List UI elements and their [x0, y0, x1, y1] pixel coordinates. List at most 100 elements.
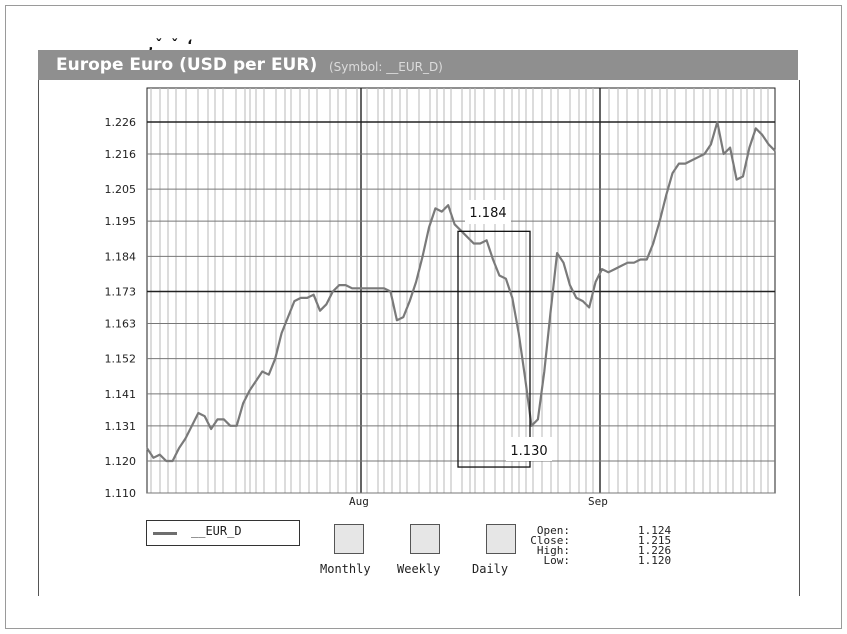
data-point — [415, 281, 417, 283]
high-value: 1.226 — [638, 544, 672, 557]
data-point — [511, 297, 513, 299]
high-annotation-bg — [465, 200, 511, 224]
data-point — [204, 415, 206, 417]
data-point — [191, 425, 193, 427]
close-value: 1.215 — [638, 534, 672, 547]
data-point — [351, 287, 353, 289]
high-annotation-label: 1.184 — [469, 206, 506, 221]
data-point — [646, 258, 648, 261]
y-tick-label: 1.120 — [105, 455, 137, 468]
stats-labels: Open: Close: High: Low: — [516, 524, 571, 567]
data-point — [447, 204, 449, 206]
open-label: Open: — [536, 524, 570, 537]
data-point — [697, 156, 699, 158]
x-tick-label: Sep — [588, 495, 608, 508]
plot-area — [146, 87, 776, 494]
data-point — [543, 370, 545, 373]
low-label: Low: — [543, 554, 571, 567]
legend-series-label: __EUR_D — [191, 524, 242, 538]
data-point — [210, 428, 212, 430]
daily-button[interactable] — [486, 524, 516, 554]
data-point — [671, 172, 674, 174]
data-point — [620, 265, 622, 267]
data-point — [659, 220, 661, 222]
data-point — [422, 255, 424, 257]
data-point — [300, 297, 302, 299]
selection-box — [457, 230, 531, 468]
data-point — [223, 418, 225, 420]
data-point — [248, 390, 251, 392]
data-point — [293, 300, 295, 302]
data-point — [691, 159, 693, 161]
data-point — [261, 370, 263, 373]
chart-title: Europe Euro (USD per EUR) — [56, 55, 318, 75]
y-tick-label: 1.184 — [105, 250, 137, 263]
legend-line-swatch — [153, 532, 177, 535]
data-point — [281, 332, 283, 334]
monthly-button[interactable] — [334, 524, 364, 554]
data-point — [607, 271, 610, 273]
data-point — [588, 306, 590, 309]
data-point — [761, 134, 763, 136]
data-point — [377, 287, 379, 289]
data-point — [723, 153, 725, 155]
stats-values: 1.124 1.215 1.226 1.120 — [638, 525, 672, 567]
y-tick-label: 1.163 — [105, 317, 137, 330]
data-point — [466, 236, 468, 238]
data-point — [524, 377, 526, 379]
data-point — [152, 457, 154, 459]
data-point — [486, 239, 488, 241]
monthly-label: Monthly — [320, 562, 371, 576]
y-tick-label: 1.195 — [105, 215, 137, 228]
data-point — [242, 402, 244, 404]
data-point — [357, 287, 360, 289]
data-point — [639, 258, 642, 261]
data-point — [338, 284, 340, 286]
y-tick-label: 1.131 — [105, 420, 137, 433]
data-point — [665, 195, 667, 197]
data-point — [703, 153, 706, 155]
data-point — [505, 278, 507, 280]
y-tick-label: 1.226 — [105, 116, 137, 129]
data-point — [652, 242, 654, 245]
weekly-button[interactable] — [410, 524, 440, 554]
data-point — [434, 207, 436, 209]
weekly-label: Weekly — [397, 562, 441, 576]
data-point — [313, 294, 315, 296]
data-point — [479, 242, 481, 245]
chart-panel — [38, 80, 800, 596]
data-point — [748, 147, 751, 149]
data-point — [550, 310, 552, 312]
data-point — [473, 242, 475, 245]
data-point — [306, 297, 308, 299]
data-point — [172, 460, 174, 462]
data-point — [755, 127, 757, 129]
y-tick-label: 1.152 — [105, 353, 137, 366]
data-point — [768, 143, 770, 145]
data-point — [530, 425, 533, 427]
data-point — [710, 143, 712, 145]
data-point — [184, 438, 186, 440]
high-label: High: — [536, 544, 570, 557]
data-point — [678, 163, 680, 165]
data-point — [441, 211, 443, 213]
data-point — [370, 287, 372, 289]
y-tick-label: 1.173 — [105, 286, 137, 299]
data-point — [146, 447, 148, 449]
low-annotation-label: 1.130 — [510, 444, 547, 459]
low-value: 1.120 — [638, 554, 672, 567]
close-label: Close: — [530, 534, 570, 547]
data-point — [402, 316, 404, 318]
data-point — [383, 287, 385, 289]
data-point — [729, 147, 731, 149]
data-point — [255, 380, 257, 382]
data-point — [409, 300, 411, 302]
x-tick-label: Aug — [349, 495, 369, 508]
y-tick-label: 1.110 — [105, 487, 137, 500]
data-point — [396, 319, 398, 321]
data-point — [582, 300, 584, 302]
low-annotation-bg — [506, 437, 552, 461]
data-point — [216, 418, 219, 420]
data-point — [627, 262, 629, 264]
